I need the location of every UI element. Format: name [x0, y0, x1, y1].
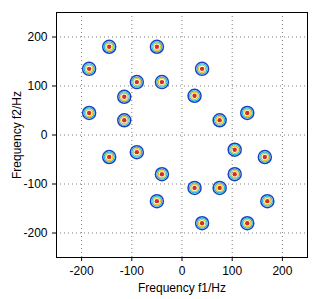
svg-text:-100: -100: [120, 264, 144, 278]
svg-text:Frequency f1/Hz: Frequency f1/Hz: [138, 281, 226, 295]
svg-text:0: 0: [41, 128, 48, 142]
svg-text:200: 200: [272, 264, 292, 278]
svg-text:-100: -100: [23, 177, 47, 191]
svg-text:100: 100: [27, 79, 47, 93]
svg-text:Frequency f2/Hz: Frequency f2/Hz: [10, 91, 24, 179]
svg-text:-200: -200: [70, 264, 94, 278]
svg-text:-200: -200: [23, 226, 47, 240]
svg-text:200: 200: [27, 30, 47, 44]
svg-text:0: 0: [179, 264, 186, 278]
svg-text:100: 100: [222, 264, 242, 278]
